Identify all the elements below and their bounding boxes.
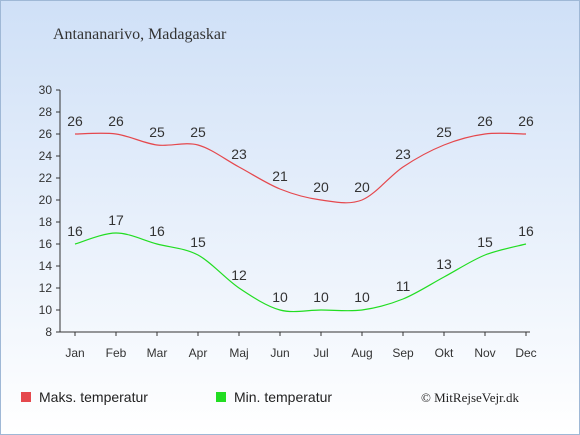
chart-title: Antananarivo, Madagaskar [53,26,227,43]
x-tick-label: Nov [474,346,495,360]
y-tick-label: 28 [39,105,53,119]
data-label-max-temperature: 26 [518,113,534,129]
data-label-max-temperature: 26 [67,113,83,129]
x-tick-label: Maj [229,346,248,360]
data-label-max-temperature: 25 [190,124,206,140]
y-tick-label: 30 [39,83,53,97]
data-label-max-temperature: 23 [231,146,247,162]
y-tick-label: 14 [39,259,53,273]
y-axis: 8 10 12 14 16 18 20 22 24 26 28 30 [39,83,61,339]
x-tick-label: Feb [106,346,127,360]
data-label-min-temperature: 12 [231,267,247,283]
data-labels: 26 26 25 25 23 21 20 20 23 25 26 26 16 17 16 15 12 10 10 10… [67,113,534,305]
data-label-min-temperature: 11 [396,278,411,294]
data-label-min-temperature: 16 [518,223,534,239]
data-label-max-temperature: 25 [149,124,165,140]
legend: Maks. temperatur Min. temperatur [21,389,332,405]
legend-swatch-min [216,392,226,402]
data-label-min-temperature: 16 [149,223,165,239]
x-tick-label: Jul [313,346,328,360]
data-label-max-temperature: 20 [313,179,329,195]
x-tick-label: Aug [351,346,372,360]
y-tick-label: 16 [39,237,53,251]
legend-swatch-max [21,392,31,402]
data-label-min-temperature: 15 [477,234,493,250]
y-tick-label: 18 [39,215,53,229]
data-label-max-temperature: 21 [272,168,288,184]
data-label-min-temperature: 10 [313,289,329,305]
y-tick-label: 24 [39,149,53,163]
y-tick-label: 8 [45,325,52,339]
x-tick-label: Okt [435,346,454,360]
y-tick-label: 22 [39,171,53,185]
y-tick-label: 26 [39,127,53,141]
data-label-min-temperature: 13 [436,256,452,272]
x-tick-label: Dec [515,346,536,360]
data-label-min-temperature: 10 [354,289,370,305]
series-lines [74,132,527,313]
series-line-min-temperature [74,232,527,313]
x-tick-label: Jun [270,346,289,360]
data-label-max-temperature: 25 [436,124,452,140]
data-label-min-temperature: 10 [272,289,288,305]
credit-text: © MitRejseVejr.dk [421,390,519,405]
data-label-min-temperature: 17 [108,212,124,228]
data-label-max-temperature: 20 [354,179,370,195]
data-label-min-temperature: 15 [190,234,206,250]
y-tick-label: 20 [39,193,53,207]
x-axis: Jan Feb Mar Apr Maj Jun Jul Aug Sep Okt Nov Dec [60,331,537,360]
series-line-max-temperature [74,132,527,204]
y-tick-label: 12 [39,281,53,295]
data-label-min-temperature: 16 [67,223,83,239]
x-tick-label: Jan [65,346,84,360]
data-label-max-temperature: 23 [395,146,411,162]
legend-label-min: Min. temperatur [234,389,332,405]
legend-label-max: Maks. temperatur [39,389,148,405]
data-label-max-temperature: 26 [477,113,493,129]
y-tick-label: 10 [39,303,53,317]
x-tick-label: Mar [147,346,168,360]
x-tick-label: Sep [392,346,414,360]
data-label-max-temperature: 26 [108,113,124,129]
x-tick-label: Apr [189,346,208,360]
